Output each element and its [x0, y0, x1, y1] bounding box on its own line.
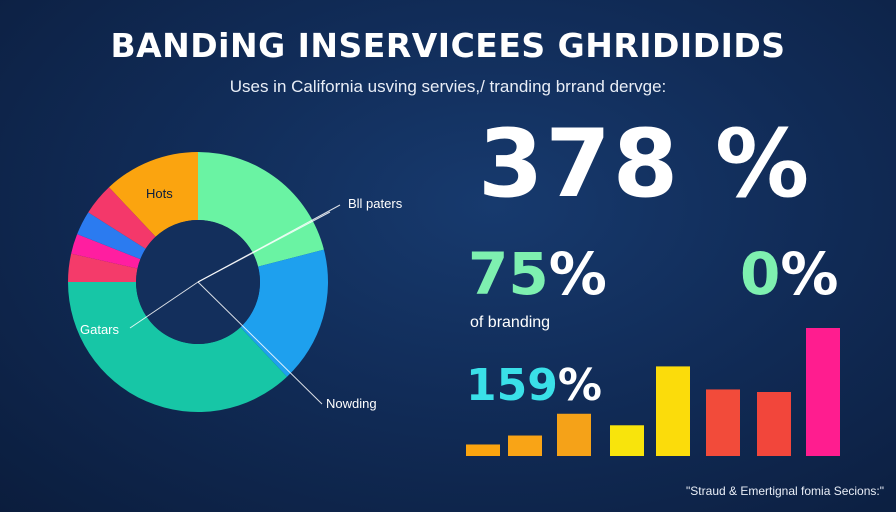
- stat-branding: 75%: [468, 240, 607, 308]
- stat-branding-label: of branding: [470, 314, 551, 331]
- bar-1: [466, 444, 500, 456]
- stat-branding-value: 75: [468, 240, 549, 308]
- footnote: "Straud & Emertignal fomia Secions:": [686, 484, 884, 498]
- callout-line-2: [129, 281, 199, 329]
- stat-zero-unit: %: [780, 240, 839, 308]
- chart-title: BANDiNG INSERVICEES GHRIDIDIDS: [110, 26, 786, 65]
- donut-slice-3: [68, 282, 287, 413]
- bar-3: [557, 413, 591, 456]
- callout-line-3: [197, 281, 323, 405]
- stat-growth-value: 159: [466, 360, 558, 411]
- donut-slice-4: [68, 253, 138, 282]
- callout-line-1: [197, 204, 341, 283]
- stat-growth: 159%: [466, 360, 602, 411]
- stat-branding-unit: %: [548, 240, 607, 308]
- callout-bll-paters: Bll paters: [348, 196, 403, 211]
- bar-2: [508, 435, 542, 456]
- bar-8: [806, 328, 840, 456]
- slice-label-hots: Hots: [146, 186, 173, 201]
- bar-7: [757, 392, 791, 456]
- donut-slice-1: [198, 152, 324, 267]
- donut-slice-0: [109, 152, 198, 237]
- chart-subtitle: Uses in California usving servies,/ tran…: [229, 77, 667, 96]
- donut-slice-7: [88, 187, 156, 249]
- stat-zero: 0%: [740, 240, 838, 308]
- donut-slice-6: [77, 212, 146, 260]
- stat-zero-value: 0: [740, 240, 781, 308]
- big-stat-value: 378 %: [478, 110, 812, 219]
- donut-slice-5: [71, 234, 141, 269]
- bar-6: [706, 389, 740, 456]
- stat-growth-unit: %: [557, 360, 602, 411]
- bar-5: [656, 366, 690, 456]
- callout-nowding: Nowding: [326, 396, 377, 411]
- bar-4: [610, 425, 644, 456]
- callout-gatars: Gatars: [80, 322, 120, 337]
